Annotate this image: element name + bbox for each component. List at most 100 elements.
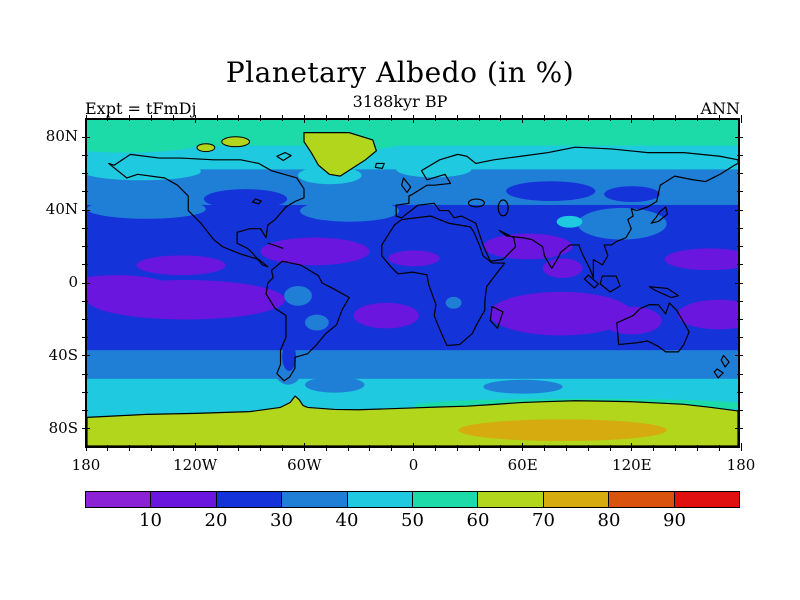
x-axis-tick <box>129 115 131 121</box>
x-axis-tick <box>500 445 502 451</box>
y-axis-tick <box>82 209 90 211</box>
y-axis-tick <box>737 191 743 193</box>
x-axis-tick <box>325 445 327 451</box>
x-axis-tick <box>631 443 633 451</box>
x-axis-tick <box>565 445 567 451</box>
y-axis-tick <box>737 373 743 375</box>
colorbar-segment <box>609 492 675 507</box>
x-axis-label: 120W <box>173 456 218 474</box>
colorbar-tick-label: 20 <box>204 510 228 531</box>
y-axis-label: 80S <box>48 418 78 437</box>
x-axis-tick <box>172 115 174 121</box>
y-axis-tick <box>82 191 88 193</box>
y-axis-tick <box>735 136 743 138</box>
colorbar-segment <box>86 492 152 507</box>
y-axis-tick <box>82 264 88 266</box>
x-axis-tick <box>282 115 283 121</box>
y-axis-tick <box>735 355 743 357</box>
x-axis-tick <box>675 445 676 451</box>
colorbar-tick-label: 50 <box>401 510 424 531</box>
x-axis-label: 0 <box>408 456 419 474</box>
x-axis-tick <box>303 443 305 451</box>
colorbar-tick-label: 10 <box>139 510 162 531</box>
colorbar <box>85 491 740 508</box>
x-axis-tick <box>303 115 305 123</box>
x-axis-tick <box>522 443 524 451</box>
x-axis-tick <box>718 115 720 121</box>
y-axis-tick <box>82 373 88 375</box>
y-axis-tick <box>737 227 743 229</box>
colorbar-segment <box>674 492 740 507</box>
x-axis-tick <box>609 445 611 451</box>
x-axis-tick <box>151 445 152 451</box>
y-axis-tick <box>82 173 88 175</box>
x-axis-tick <box>456 115 458 121</box>
colorbar-tick-label: 40 <box>335 510 359 531</box>
y-axis-tick <box>737 410 743 412</box>
y-axis-tick <box>737 264 743 266</box>
y-axis-tick <box>82 355 90 357</box>
x-axis-tick <box>478 115 480 121</box>
x-axis-tick <box>282 445 283 451</box>
x-axis-tick <box>631 115 633 123</box>
y-axis-tick <box>82 282 90 284</box>
x-axis-tick <box>238 445 240 451</box>
map-plot-area <box>85 118 740 448</box>
page-title: Planetary Albedo (in %) <box>225 56 575 89</box>
y-axis-label: 40S <box>48 345 78 364</box>
x-axis-tick <box>434 445 436 451</box>
x-axis-tick <box>238 115 240 121</box>
x-axis-tick <box>696 445 698 451</box>
y-axis-tick <box>82 246 88 248</box>
x-axis-tick <box>172 445 174 451</box>
colorbar-tick-label: 80 <box>597 510 621 531</box>
colorbar-segment <box>282 492 348 507</box>
x-axis-tick <box>369 445 371 451</box>
y-axis-tick <box>82 391 88 393</box>
x-axis-tick <box>151 115 152 121</box>
x-axis-tick <box>456 445 458 451</box>
x-axis-tick <box>194 115 196 123</box>
x-axis-tick <box>216 115 218 121</box>
x-axis-tick <box>740 443 742 451</box>
y-axis-tick <box>82 410 88 412</box>
x-axis-tick <box>391 445 393 451</box>
y-axis-tick <box>737 318 743 320</box>
x-axis-tick <box>194 443 196 451</box>
x-axis-tick <box>696 115 698 121</box>
y-axis-tick <box>735 282 743 284</box>
y-axis-tick <box>82 136 90 138</box>
x-axis-label: 60W <box>287 456 322 474</box>
x-axis-tick <box>653 445 655 451</box>
x-axis-label: 120E <box>612 456 652 474</box>
x-axis-tick <box>369 115 371 121</box>
x-axis-tick <box>434 115 436 121</box>
x-axis-tick <box>216 445 218 451</box>
x-axis-tick <box>718 445 720 451</box>
x-axis-tick <box>260 115 262 121</box>
y-axis-tick <box>82 318 88 320</box>
x-axis-tick <box>544 115 545 121</box>
x-axis-tick <box>347 115 349 121</box>
y-axis-tick <box>82 154 88 156</box>
season-label: ANN <box>700 99 740 118</box>
x-axis-tick <box>107 445 109 451</box>
coastlines <box>108 146 738 382</box>
x-axis-tick <box>260 445 262 451</box>
colorbar-segment <box>347 492 414 507</box>
plot-subtitle: 3188kyr BP <box>352 92 448 111</box>
y-axis-tick <box>737 154 743 156</box>
y-axis-tick <box>737 337 743 339</box>
y-axis-tick <box>82 428 90 430</box>
x-axis-tick <box>587 445 589 451</box>
y-axis-tick <box>82 227 88 229</box>
x-axis-tick <box>544 445 545 451</box>
x-axis-tick <box>675 115 676 121</box>
x-axis-tick <box>500 115 502 121</box>
x-axis-tick <box>413 115 414 123</box>
colorbar-tick-label: 30 <box>270 510 293 531</box>
y-axis-label: 40N <box>45 200 78 219</box>
experiment-label: Expt = tFmDj <box>85 99 197 118</box>
x-axis-label: 60E <box>507 456 538 474</box>
